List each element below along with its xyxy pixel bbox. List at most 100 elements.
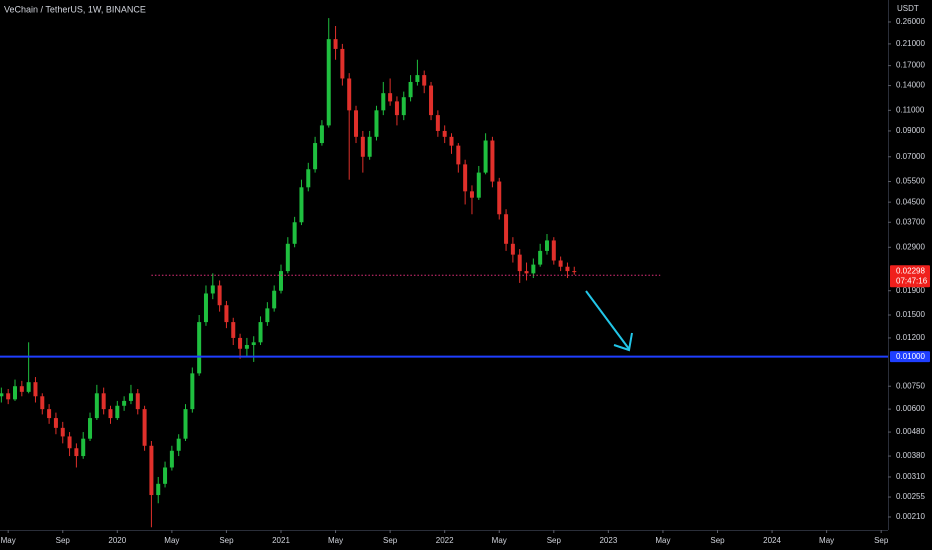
y-tick-label: 0.04500: [896, 197, 925, 206]
y-tick-label: 0.00600: [896, 404, 925, 413]
candle-body: [238, 337, 243, 349]
candle-body: [217, 285, 222, 306]
candle-body: [517, 254, 522, 272]
candle-body: [203, 293, 208, 323]
x-tick-label: 2024: [763, 536, 781, 545]
y-tick-label: 0.26000: [896, 17, 925, 26]
candle-body: [524, 271, 529, 274]
candle-body: [394, 101, 399, 116]
candle-body: [67, 436, 72, 449]
candle-body: [531, 264, 536, 274]
candle-body: [176, 438, 181, 451]
candle-body: [94, 393, 99, 419]
candle-body: [469, 191, 474, 198]
candle-body: [285, 243, 290, 272]
x-tick-label: Sep: [383, 536, 398, 545]
candle-body: [210, 285, 215, 294]
candle-body: [572, 271, 577, 273]
y-tick-label: 0.00255: [896, 492, 925, 501]
arrow-head: [613, 332, 633, 352]
candle-body: [0, 393, 4, 397]
candle-body: [463, 164, 468, 192]
price-unit: USDT: [897, 4, 919, 13]
y-tick-label: 0.00750: [896, 381, 925, 390]
candle-body: [429, 85, 434, 116]
candle-body: [401, 97, 406, 116]
candle-body: [231, 322, 236, 338]
y-tick-label: 0.01900: [896, 286, 925, 295]
x-tick-label: Sep: [874, 536, 889, 545]
candle-body: [449, 136, 454, 146]
x-tick-label: 2023: [599, 536, 617, 545]
y-tick-label: 0.00380: [896, 451, 925, 460]
candle-body: [163, 467, 168, 484]
y-tick-label: 0.01200: [896, 333, 925, 342]
candle-body: [224, 305, 229, 323]
last-price-label: 0.02298: [896, 266, 925, 275]
candle-body: [40, 396, 45, 410]
candle-body: [306, 169, 311, 188]
level-tag: [890, 351, 930, 363]
candle-body: [442, 130, 447, 137]
x-tick-label: Sep: [710, 536, 725, 545]
chart-title: VeChain / TetherUS, 1W, BINANCE: [4, 4, 146, 14]
x-tick-label: Sep: [547, 536, 562, 545]
candle-body: [122, 400, 127, 406]
candle-body: [490, 140, 495, 182]
candle-body: [565, 266, 570, 272]
x-tick-label: May: [819, 536, 834, 545]
candle-body: [74, 448, 79, 457]
y-tick-label: 0.11000: [896, 105, 925, 114]
candle-body: [272, 290, 277, 309]
candle-body: [128, 393, 133, 401]
candle-body: [19, 386, 24, 392]
candle-body: [26, 382, 31, 392]
candle-body: [33, 382, 38, 397]
y-tick-label: 0.21000: [896, 39, 925, 48]
x-tick-label: 2022: [436, 536, 454, 545]
countdown-label: 07:47:16: [896, 276, 928, 285]
x-tick-label: May: [328, 536, 343, 545]
candle-body: [510, 243, 515, 255]
candle-body: [367, 136, 372, 157]
candle-body: [415, 75, 420, 82]
candle-body: [483, 140, 488, 173]
candle-body: [551, 240, 556, 261]
candle-body: [197, 322, 202, 374]
candle-body: [544, 240, 549, 251]
candle-body: [476, 172, 481, 198]
y-tick-label: 0.07000: [896, 152, 925, 161]
x-tick-label: 2021: [272, 536, 290, 545]
y-tick-label: 0.00210: [896, 512, 925, 521]
x-tick-label: 2020: [108, 536, 126, 545]
candle-body: [190, 373, 195, 410]
candle-body: [60, 427, 65, 437]
candle-body: [326, 39, 331, 126]
candle-body: [135, 393, 140, 410]
candle-body: [354, 110, 359, 137]
candle-body: [53, 418, 58, 428]
candle-body: [374, 110, 379, 137]
arrow-shaft: [585, 290, 630, 350]
candle-body: [313, 143, 318, 170]
candle-body: [381, 93, 386, 111]
x-tick-label: May: [492, 536, 507, 545]
candle-body: [333, 39, 338, 49]
y-tick-label: 0.02900: [896, 242, 925, 251]
x-tick-label: Sep: [219, 536, 234, 545]
y-tick-label: 0.00310: [896, 472, 925, 481]
candle-body: [456, 145, 461, 165]
candle-body: [388, 93, 393, 102]
candle-body: [258, 322, 263, 343]
candle-body: [251, 342, 256, 346]
candle-body: [299, 187, 304, 223]
candle-body: [422, 75, 427, 86]
y-tick-label: 0.14000: [896, 81, 925, 90]
last-price-tag: [890, 265, 930, 288]
candle-body: [347, 78, 352, 111]
plot: [0, 18, 888, 528]
candle-body: [558, 260, 563, 267]
